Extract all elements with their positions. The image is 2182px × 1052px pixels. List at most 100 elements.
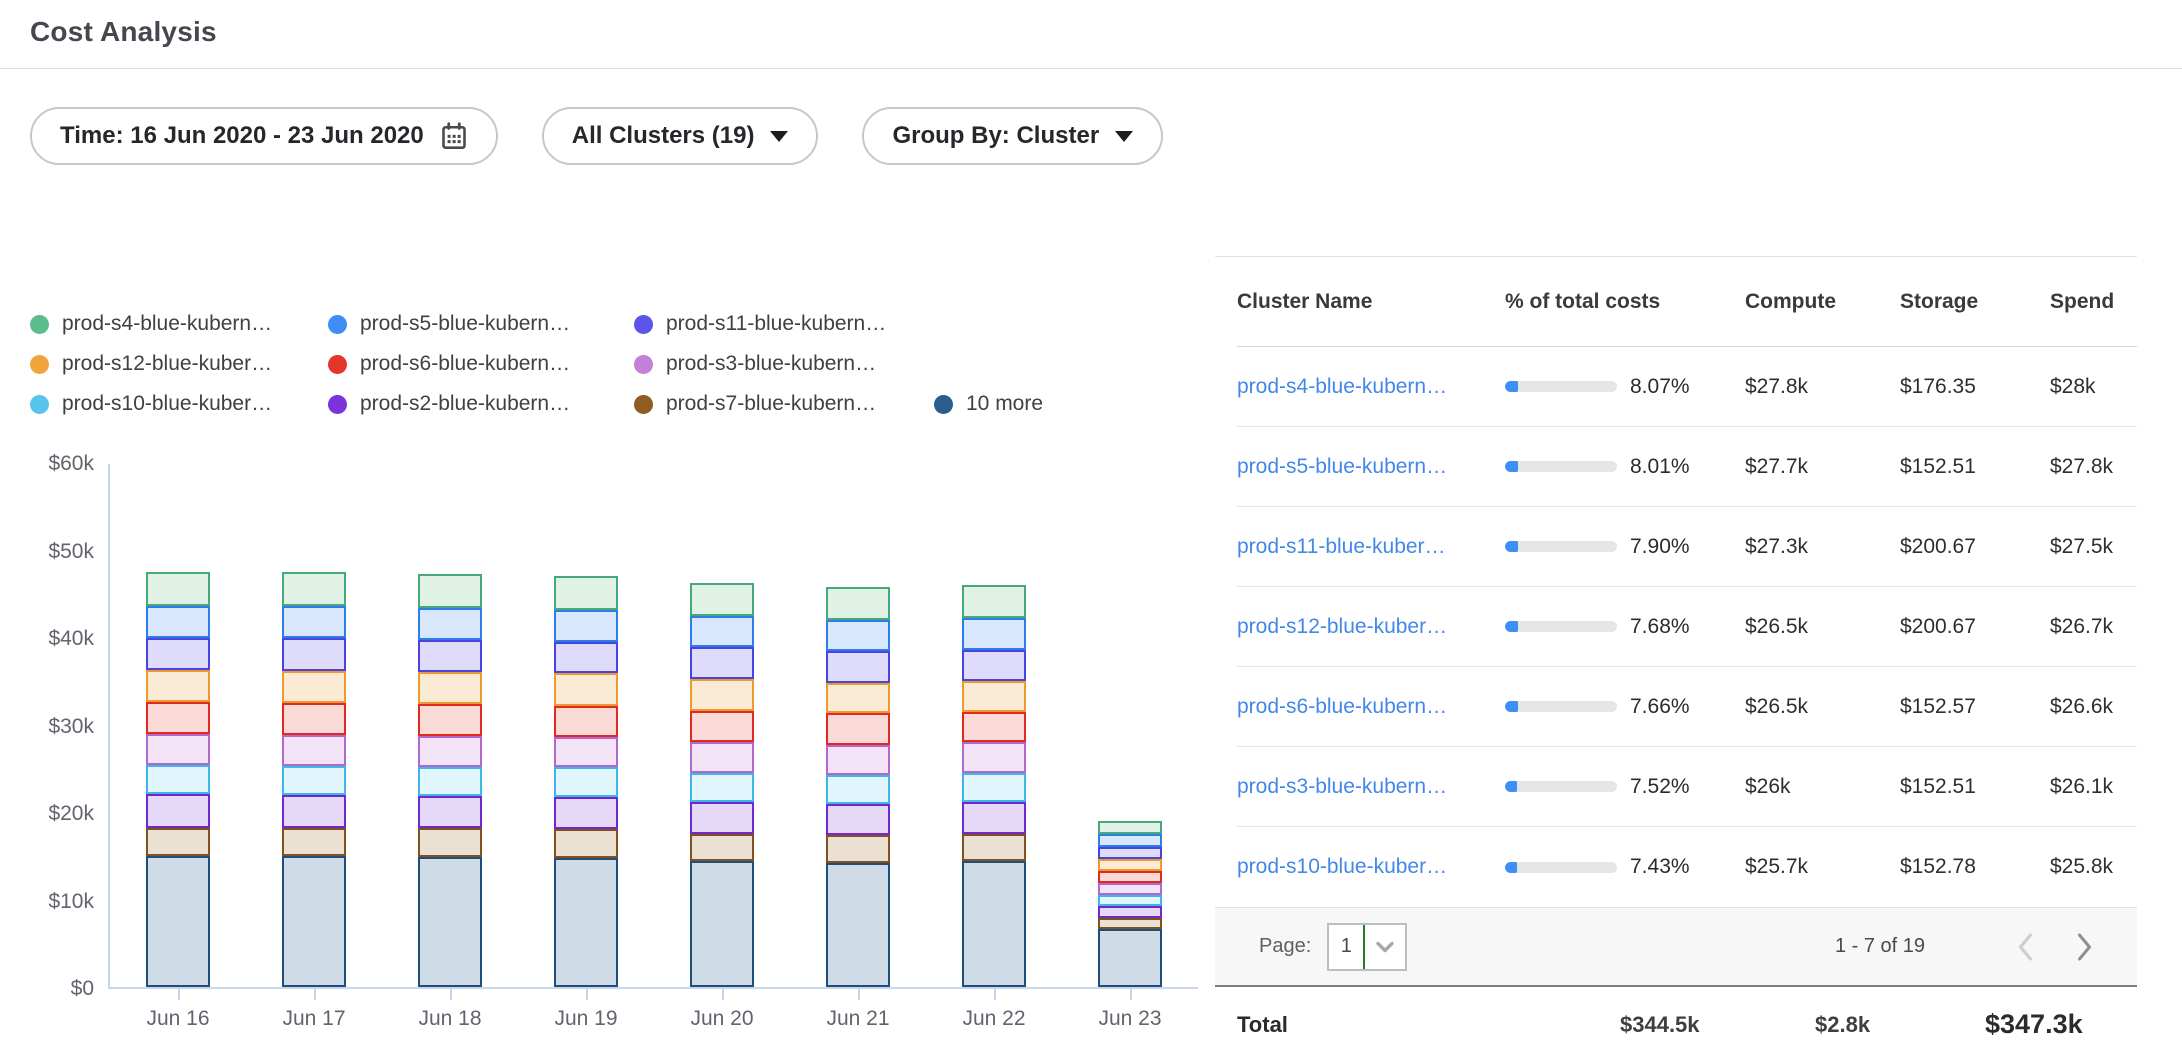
bar-segment[interactable] [146,856,210,987]
bar-segment[interactable] [282,795,346,828]
legend-item[interactable]: prod-s7-blue-kubern… [634,392,934,416]
previous-page-button[interactable] [1995,932,2055,962]
cluster-name-link[interactable]: prod-s11-blue-kuber… [1237,534,1446,558]
next-page-button[interactable] [2055,932,2115,962]
bar-segment[interactable] [146,572,210,607]
legend-item[interactable]: prod-s3-blue-kubern… [634,352,934,376]
bar-segment[interactable] [690,861,754,987]
bar-segment[interactable] [418,607,482,641]
bar-segment[interactable] [962,618,1026,650]
bar-segment[interactable] [418,640,482,672]
bar-segment[interactable] [418,857,482,987]
bar-segment[interactable] [690,802,754,834]
bar-segment[interactable] [418,796,482,829]
bar-segment[interactable] [418,736,482,767]
bar-segment[interactable] [554,767,618,797]
bar-segment[interactable] [418,671,482,704]
bar-segment[interactable] [1098,858,1162,872]
bar-segment[interactable] [554,673,618,706]
bar-segment[interactable] [282,702,346,736]
legend-item[interactable]: prod-s5-blue-kubern… [328,312,634,336]
bar-segment[interactable] [962,772,1026,803]
bar-segment[interactable] [554,705,618,737]
bar-segment[interactable] [1098,821,1162,835]
bar-segment[interactable] [146,794,210,828]
bar-segment[interactable] [1098,918,1162,929]
bar-segment[interactable] [690,833,754,862]
bar-segment[interactable] [690,742,754,773]
cluster-name-link[interactable]: prod-s3-blue-kubern… [1237,774,1448,798]
bar-segment[interactable] [146,638,210,670]
bar-segment[interactable] [282,606,346,639]
bar-segment[interactable] [962,861,1026,987]
bar-segment[interactable] [962,833,1026,862]
bar-segment[interactable] [418,828,482,858]
bar-segment[interactable] [962,711,1026,743]
bar-segment[interactable] [690,615,754,648]
legend-item[interactable]: 10 more [934,392,1215,416]
bar-segment[interactable] [1098,834,1162,847]
legend-item[interactable]: prod-s10-blue-kuber… [30,392,328,416]
bar-segment[interactable] [826,835,890,864]
bar-segment[interactable] [962,585,1026,619]
bar-segment[interactable] [826,803,890,836]
bar-segment[interactable] [690,772,754,803]
bar-segment[interactable] [690,710,754,743]
bar-segment[interactable] [282,670,346,703]
bar-segment[interactable] [1098,871,1162,884]
bar-segment[interactable] [146,734,210,765]
bar-segment[interactable] [146,827,210,857]
bar-segment[interactable] [962,681,1026,712]
legend-item[interactable]: prod-s11-blue-kubern… [634,312,934,336]
bar-segment[interactable] [962,742,1026,773]
bar-segment[interactable] [1098,846,1162,859]
bar-segment[interactable] [826,682,890,714]
bar-segment[interactable] [1098,894,1162,906]
bar-segment[interactable] [690,647,754,680]
bar-segment[interactable] [826,775,890,804]
bar-segment[interactable] [826,620,890,652]
bar-segment[interactable] [146,702,210,735]
bar-segment[interactable] [554,641,618,674]
bar-segment[interactable] [282,827,346,857]
bar-segment[interactable] [282,765,346,796]
bar-segment[interactable] [282,572,346,607]
legend-item[interactable]: prod-s2-blue-kubern… [328,392,634,416]
cluster-name-link[interactable]: prod-s4-blue-kubern… [1237,374,1448,398]
bar-segment[interactable] [282,856,346,987]
bar-segment[interactable] [962,802,1026,834]
bar-segment[interactable] [554,575,618,610]
legend-item[interactable]: prod-s4-blue-kubern… [30,312,328,336]
cluster-name-link[interactable]: prod-s6-blue-kubern… [1237,694,1448,718]
bar-segment[interactable] [282,638,346,671]
page-select[interactable]: 1 [1327,922,1408,971]
bar-segment[interactable] [146,669,210,703]
bar-segment[interactable] [146,606,210,639]
bar-segment[interactable] [554,609,618,642]
bar-segment[interactable] [826,651,890,683]
bar-segment[interactable] [554,829,618,858]
cluster-name-link[interactable]: prod-s5-blue-kubern… [1237,454,1448,478]
bar-segment[interactable] [690,582,754,616]
bar-segment[interactable] [554,736,618,768]
cluster-name-link[interactable]: prod-s12-blue-kuber… [1237,614,1448,638]
bar-segment[interactable] [690,679,754,711]
bar-segment[interactable] [554,858,618,987]
time-range-filter-button[interactable]: Time: 16 Jun 2020 - 23 Jun 2020 [30,107,498,165]
bar-segment[interactable] [1098,905,1162,919]
bar-segment[interactable] [282,735,346,766]
clusters-filter-dropdown[interactable]: All Clusters (19) [541,107,819,165]
bar-segment[interactable] [826,713,890,745]
bar-segment[interactable] [418,766,482,797]
bar-segment[interactable] [146,764,210,795]
bar-segment[interactable] [554,797,618,830]
bar-segment[interactable] [418,703,482,736]
bar-segment[interactable] [826,863,890,987]
bar-segment[interactable] [1098,928,1162,987]
bar-segment[interactable] [826,586,890,621]
group-by-dropdown[interactable]: Group By: Cluster [862,107,1164,165]
bar-segment[interactable] [826,744,890,776]
legend-item[interactable]: prod-s6-blue-kubern… [328,352,634,376]
bar-segment[interactable] [418,573,482,608]
bar-segment[interactable] [962,649,1026,682]
